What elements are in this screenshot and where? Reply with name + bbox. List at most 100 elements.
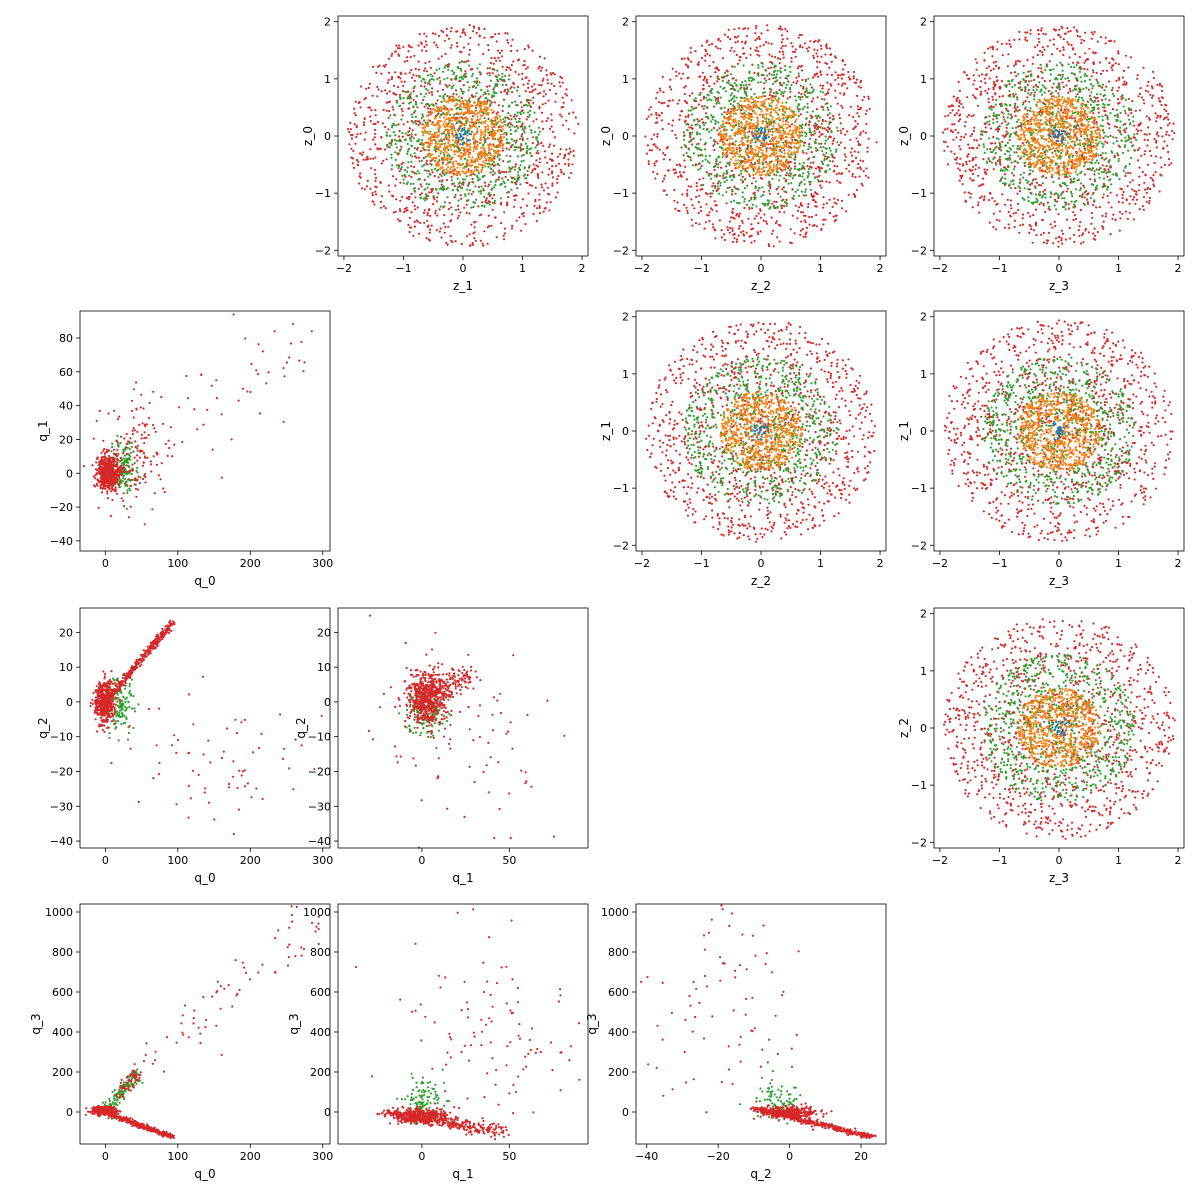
data-point (522, 148, 525, 151)
data-point (739, 83, 742, 86)
data-point (509, 68, 512, 71)
data-point (390, 126, 394, 129)
data-point (792, 194, 796, 198)
data-point (725, 176, 728, 179)
data-point (852, 160, 855, 163)
data-point (443, 173, 446, 176)
data-point (698, 93, 701, 96)
data-point (479, 133, 483, 137)
data-point (410, 68, 413, 72)
data-point (743, 239, 746, 243)
data-point (745, 35, 749, 38)
data-point (450, 239, 453, 242)
data-point (487, 137, 490, 140)
data-point (525, 67, 528, 70)
data-point (744, 109, 747, 112)
data-point (701, 160, 704, 163)
data-point (798, 167, 801, 171)
data-point (417, 123, 420, 126)
data-point (504, 74, 507, 77)
data-point (425, 35, 428, 38)
data-point (486, 99, 489, 102)
data-point (565, 88, 568, 91)
data-point (788, 95, 792, 99)
data-point (538, 65, 541, 68)
data-point (528, 164, 531, 167)
data-point (843, 146, 847, 150)
data-point (432, 104, 435, 107)
data-point (798, 146, 801, 149)
data-point (497, 120, 500, 123)
data-point (828, 127, 831, 130)
data-point (525, 204, 529, 207)
data-point (513, 168, 517, 171)
data-point (746, 144, 749, 147)
data-point (487, 185, 490, 188)
data-point (436, 136, 439, 139)
data-point (459, 186, 463, 189)
data-point (493, 101, 496, 104)
data-point (502, 98, 506, 101)
data-point (453, 170, 456, 173)
data-point (385, 109, 388, 112)
data-point (514, 141, 518, 144)
data-point (410, 192, 413, 195)
data-point (429, 139, 432, 143)
data-point (357, 101, 360, 105)
data-point (462, 181, 465, 184)
data-point (725, 69, 728, 72)
data-point (523, 63, 526, 67)
data-point (751, 203, 754, 206)
data-point (756, 152, 760, 155)
data-point (542, 210, 545, 213)
data-point (727, 111, 730, 114)
data-point (523, 131, 526, 134)
data-point (789, 86, 792, 89)
data-point (359, 106, 362, 109)
data-point (734, 41, 737, 44)
data-point (682, 134, 685, 137)
data-point (445, 146, 448, 150)
data-point (738, 124, 741, 127)
data-point (731, 193, 734, 196)
data-point (654, 121, 657, 124)
data-point (790, 182, 793, 185)
data-point (725, 165, 728, 168)
data-point (445, 100, 448, 103)
data-point (778, 134, 782, 137)
data-point (793, 151, 796, 154)
data-point (857, 115, 861, 118)
data-point (786, 30, 789, 33)
data-point (554, 100, 557, 103)
data-point (399, 98, 402, 101)
data-point (438, 67, 441, 70)
data-point (352, 166, 356, 169)
data-point (820, 228, 823, 231)
data-point (829, 105, 833, 108)
data-point (817, 114, 820, 117)
data-point (388, 146, 391, 149)
series-red (644, 24, 878, 248)
data-point (745, 123, 748, 126)
data-point (516, 155, 520, 158)
data-point (451, 119, 454, 122)
data-point (452, 124, 455, 128)
data-point (358, 175, 361, 178)
data-point (471, 115, 475, 118)
data-point (531, 141, 534, 145)
data-point (465, 137, 468, 140)
data-point (433, 41, 436, 44)
data-point (419, 92, 422, 96)
data-point (460, 90, 463, 93)
data-point (459, 194, 462, 197)
data-point (469, 189, 472, 192)
data-point (413, 165, 416, 169)
data-point (702, 127, 705, 131)
data-point (698, 132, 701, 136)
data-point (450, 78, 453, 81)
data-point (404, 132, 407, 135)
data-point (388, 90, 391, 93)
data-point (826, 156, 829, 159)
data-point (687, 115, 690, 118)
data-point (487, 192, 490, 196)
